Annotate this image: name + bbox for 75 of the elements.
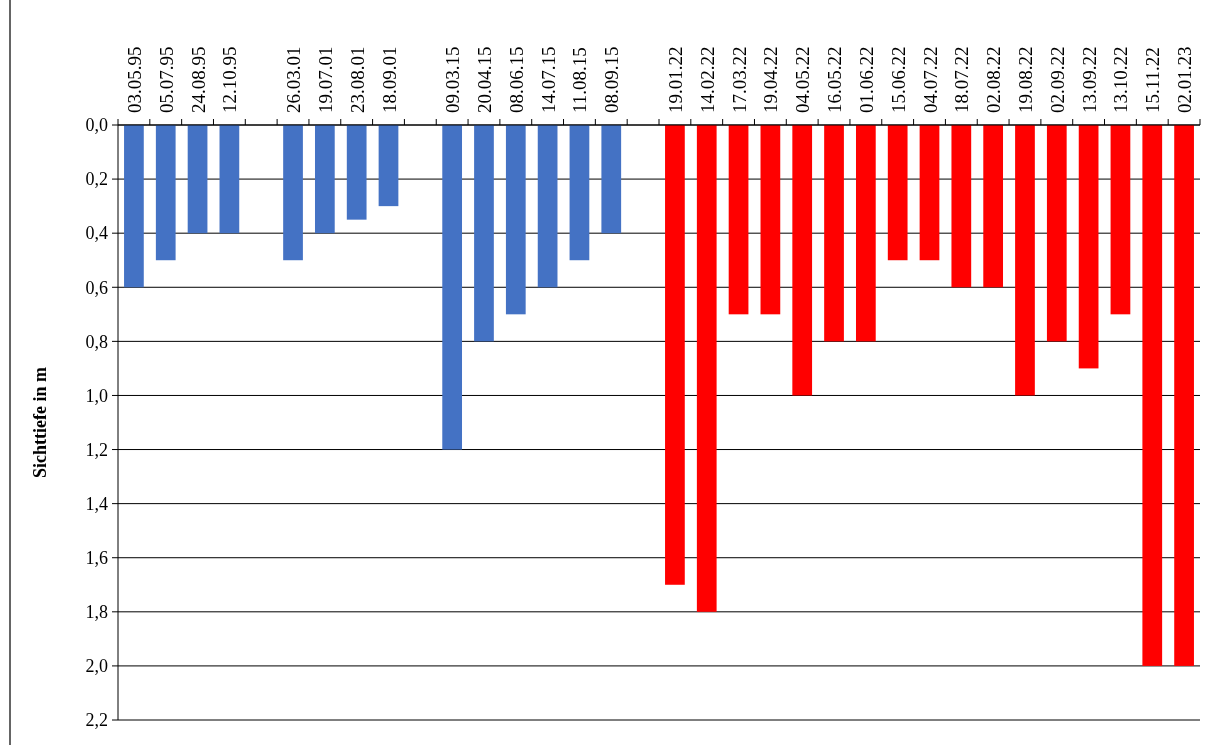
y-tick-label: 1,4 [85, 493, 108, 514]
x-tick-label: 08.06.15 [505, 46, 527, 113]
bar [569, 125, 590, 261]
y-tick-label: 1,6 [85, 548, 108, 569]
x-tick-label: 11.08.15 [569, 47, 591, 113]
bar [760, 125, 781, 315]
bar [696, 125, 717, 612]
x-tick-label: 02.09.22 [1046, 46, 1068, 113]
bar [1110, 125, 1131, 315]
x-tick-label: 13.10.22 [1110, 46, 1132, 113]
y-tick-label: 1,2 [85, 439, 108, 460]
bar [665, 125, 685, 585]
x-tick-label: 15.11.22 [1142, 47, 1164, 113]
x-tick-label: 08.09.15 [601, 46, 623, 113]
x-tick-label: 17.03.22 [728, 46, 750, 113]
y-tick-label: 2,2 [85, 710, 108, 731]
x-tick-label: 19.01.22 [664, 46, 686, 113]
bar [378, 125, 399, 207]
x-tick-label: 09.03.15 [442, 46, 464, 113]
bar [1174, 125, 1194, 666]
x-tick-label: 02.08.22 [983, 46, 1005, 113]
bar [601, 125, 622, 234]
y-tick-label: 0,8 [85, 331, 108, 352]
x-tick-label: 04.05.22 [792, 46, 814, 113]
bar [155, 125, 176, 261]
y-tick-label: 1,0 [85, 385, 108, 406]
x-tick-label: 15.06.22 [887, 46, 909, 113]
x-tick-label: 05.07.95 [155, 46, 177, 113]
x-tick-label: 26.03.01 [283, 46, 305, 113]
bar [728, 125, 749, 315]
bar [187, 125, 208, 234]
bar [951, 125, 972, 288]
bar [1046, 125, 1067, 342]
bar [537, 125, 558, 288]
bar [792, 125, 813, 396]
bar [346, 125, 367, 220]
x-tick-label: 18.09.01 [378, 46, 400, 113]
bar [887, 125, 908, 261]
x-tick-label: 19.08.22 [1014, 46, 1036, 113]
x-tick-label: 01.06.22 [855, 46, 877, 113]
bar [919, 125, 940, 261]
y-tick-label: 2,0 [85, 656, 108, 677]
bar [283, 125, 303, 261]
x-tick-label: 12.10.95 [219, 46, 241, 113]
x-tick-label: 03.05.95 [123, 46, 145, 113]
x-tick-label: 24.08.95 [187, 46, 209, 113]
x-tick-label: 18.07.22 [951, 46, 973, 113]
x-tick-label: 14.07.15 [537, 46, 559, 113]
x-tick-label: 23.08.01 [346, 46, 368, 113]
bar [983, 125, 1004, 288]
bar [1078, 125, 1099, 369]
y-tick-label: 0,4 [85, 223, 108, 244]
y-tick-label: 0,2 [85, 169, 108, 190]
x-tick-label: 19.07.01 [314, 46, 336, 113]
x-tick-label: 20.04.15 [473, 46, 495, 113]
bar [505, 125, 526, 315]
y-tick-label: 1,8 [85, 602, 108, 623]
x-tick-label: 04.07.22 [919, 46, 941, 113]
bar [314, 125, 335, 234]
y-tick-label: 0,0 [85, 115, 108, 136]
bar [219, 125, 240, 234]
bar [824, 125, 844, 342]
x-tick-label: 16.05.22 [824, 46, 846, 113]
bar [124, 125, 144, 288]
x-tick-label: 13.09.22 [1078, 46, 1100, 113]
bar [442, 125, 463, 450]
x-tick-label: 19.04.22 [760, 46, 782, 113]
x-tick-label: 14.02.22 [696, 46, 718, 113]
bar [1142, 125, 1163, 666]
y-tick-label: 0,6 [85, 277, 108, 298]
y-axis-title: Sichttiefe in m [30, 367, 50, 478]
bar [1015, 125, 1035, 396]
bar [474, 125, 494, 342]
x-tick-label: 02.01.23 [1174, 46, 1196, 113]
bar [855, 125, 876, 342]
